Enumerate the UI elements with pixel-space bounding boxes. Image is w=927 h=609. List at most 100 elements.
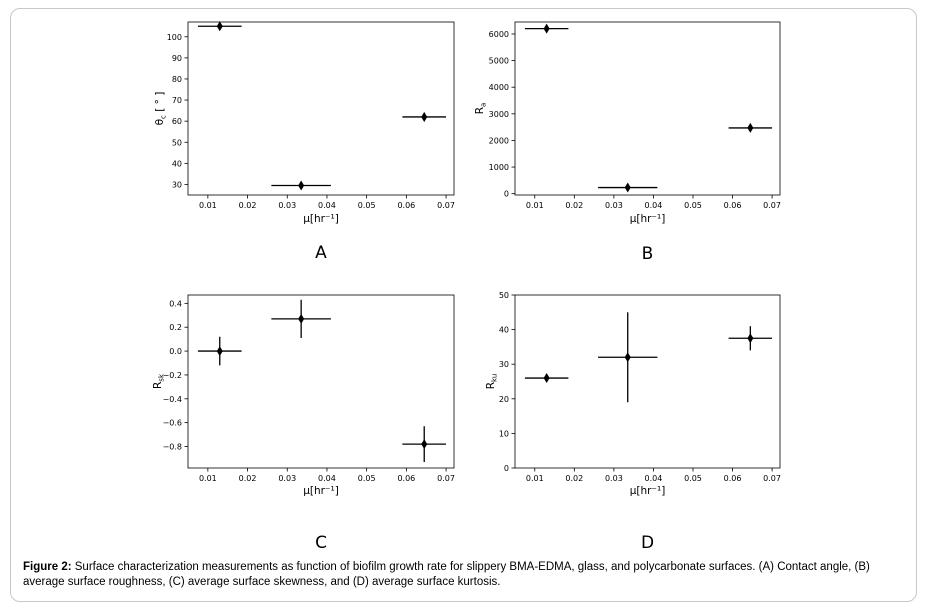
panel-letter: B [642, 244, 654, 264]
y-axis-label: Rsk [152, 373, 166, 389]
panel-letter: D [641, 533, 654, 553]
x-tick-label: 0.06 [724, 201, 742, 210]
panel-b: 0.01 0.02 0.03 0.04 0.05 0.06 0.07 0 1000 2000 300… [474, 21, 781, 264]
y-tick-label: 0 [504, 464, 509, 473]
x-tick-label: 0.03 [278, 201, 296, 210]
y-tick-label: 3000 [489, 110, 509, 119]
y-tick-label: 30 [499, 360, 509, 369]
y-tick-label: 2000 [489, 136, 509, 145]
data-point [524, 23, 569, 34]
data-point [598, 182, 658, 193]
x-tick-label: 0.03 [605, 474, 623, 483]
x-tick-label: 0.05 [684, 201, 702, 210]
data-point [271, 180, 331, 191]
data-point [197, 21, 242, 32]
y-tick-label: 6000 [489, 30, 509, 39]
data-point [271, 299, 331, 338]
x-tick-label: 0.07 [437, 201, 455, 210]
y-tick-label: 0.2 [169, 323, 182, 332]
y-tick-label: 40 [172, 159, 182, 168]
y-tick-label: −0.8 [163, 443, 182, 452]
data-point [598, 312, 658, 403]
x-tick-label: 0.01 [199, 201, 217, 210]
panel-a: 0.01 0.02 0.03 0.04 0.05 0.06 0.07 30 40 50 60 70 80… [154, 21, 455, 263]
y-tick-label: 0.4 [169, 299, 182, 308]
diamond-marker [747, 122, 754, 133]
x-tick-label: 0.05 [358, 474, 376, 483]
x-tick-label: 0.02 [239, 474, 257, 483]
y-tick-label: 0 [504, 190, 509, 199]
figure-caption: Figure 2: Surface characterization measu… [23, 560, 913, 590]
diamond-marker [543, 23, 550, 34]
y-tick-label: 4000 [489, 83, 509, 92]
y-tick-label: 50 [499, 291, 509, 300]
x-axis-label: μ[hr⁻¹] [630, 485, 666, 497]
x-tick-label: 0.06 [724, 474, 742, 483]
y-axis-label: Rku [485, 374, 499, 390]
diamond-marker [543, 373, 550, 384]
data-point [402, 111, 447, 122]
data-point [524, 373, 569, 384]
x-tick-label: 0.04 [645, 474, 663, 483]
x-tick-label: 0.05 [358, 201, 376, 210]
data-point [402, 426, 447, 463]
panel-letter: A [315, 243, 327, 263]
x-tick-label: 0.07 [437, 474, 455, 483]
diamond-marker [624, 352, 631, 363]
x-tick-label: 0.04 [318, 201, 336, 210]
data-point [728, 326, 773, 351]
y-tick-label: 10 [499, 429, 509, 438]
x-axis-label: μ[hr⁻¹] [630, 213, 666, 225]
diamond-marker [624, 182, 631, 193]
x-axis-label: μ[hr⁻¹] [303, 485, 339, 497]
x-tick-label: 0.01 [526, 201, 544, 210]
diamond-marker [421, 111, 428, 122]
panel-letter: C [315, 533, 327, 553]
y-tick-label: 20 [499, 395, 509, 404]
x-tick-label: 0.04 [645, 201, 663, 210]
caption-bold: Figure 2: [23, 561, 72, 573]
y-tick-label: 70 [172, 96, 182, 105]
x-tick-label: 0.05 [684, 474, 702, 483]
axes-frame [187, 294, 455, 469]
axes-frame [187, 21, 455, 196]
axes-frame [514, 21, 781, 196]
diamond-marker [216, 346, 223, 357]
x-tick-label: 0.07 [763, 474, 781, 483]
x-tick-label: 0.02 [239, 201, 257, 210]
y-tick-label: 80 [172, 75, 182, 84]
y-axis-label: Ra [474, 103, 488, 115]
x-tick-label: 0.04 [318, 474, 336, 483]
diamond-marker [421, 439, 428, 450]
x-tick-label: 0.02 [565, 201, 583, 210]
diamond-marker [747, 333, 754, 344]
x-tick-label: 0.01 [199, 474, 217, 483]
y-axis-label: θc [ ° ] [154, 92, 168, 126]
y-tick-label: 5000 [489, 57, 509, 66]
y-tick-label: 60 [172, 117, 182, 126]
x-tick-label: 0.01 [526, 474, 544, 483]
y-tick-label: −0.2 [163, 371, 182, 380]
x-tick-label: 0.02 [565, 474, 583, 483]
data-point [728, 122, 773, 133]
y-tick-label: 50 [172, 138, 182, 147]
x-axis-label: μ[hr⁻¹] [303, 213, 339, 225]
y-tick-label: 1000 [489, 163, 509, 172]
figure-panels: 0.01 0.02 0.03 0.04 0.05 0.06 0.07 30 40 50 60 70 80… [152, 21, 781, 553]
diamond-marker [216, 21, 223, 32]
y-tick-label: 40 [499, 326, 509, 335]
y-tick-label: 90 [172, 54, 182, 63]
panel-c: 0.01 0.02 0.03 0.04 0.05 0.06 0.07 −0.8 −0.6 −0.4… [152, 294, 455, 553]
x-tick-label: 0.03 [605, 201, 623, 210]
figure-frame [10, 8, 917, 602]
x-tick-label: 0.06 [397, 474, 415, 483]
diamond-marker [298, 313, 305, 324]
panel-d: 0.01 0.02 0.03 0.04 0.05 0.06 0.07 0 10 20 30 40 50 μ… [485, 291, 781, 553]
y-tick-label: −0.6 [163, 419, 182, 428]
x-tick-label: 0.06 [397, 201, 415, 210]
y-tick-label: 100 [167, 33, 182, 42]
diamond-marker [298, 180, 305, 191]
caption-text: Surface characterization measurements as… [23, 561, 870, 588]
y-tick-label: 0.0 [169, 347, 182, 356]
x-tick-label: 0.03 [278, 474, 296, 483]
